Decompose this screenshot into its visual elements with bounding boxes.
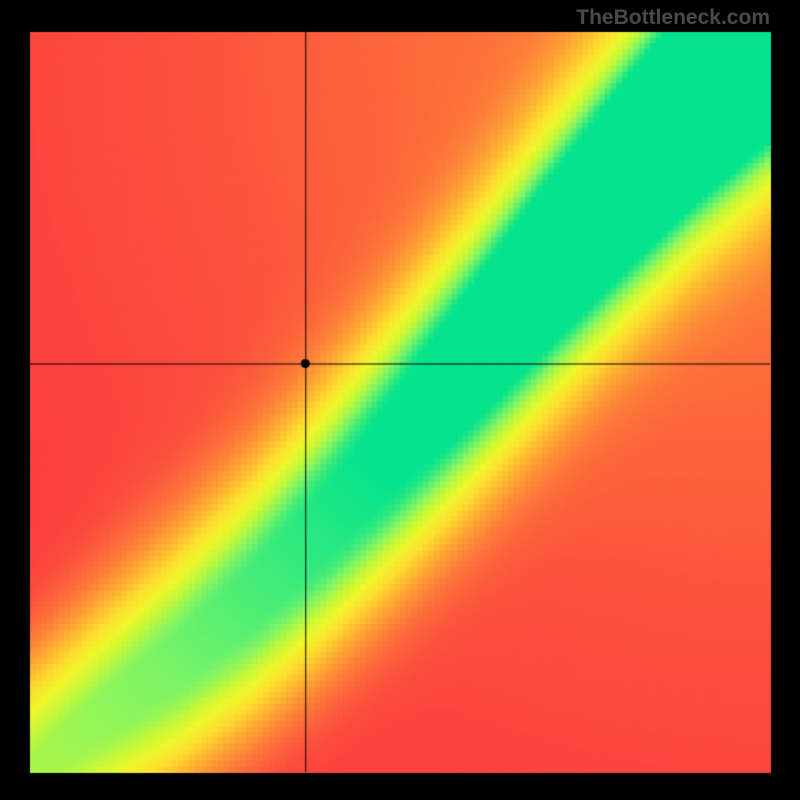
watermark-text: TheBottleneck.com	[576, 6, 770, 30]
heatmap-chart	[0, 0, 800, 800]
